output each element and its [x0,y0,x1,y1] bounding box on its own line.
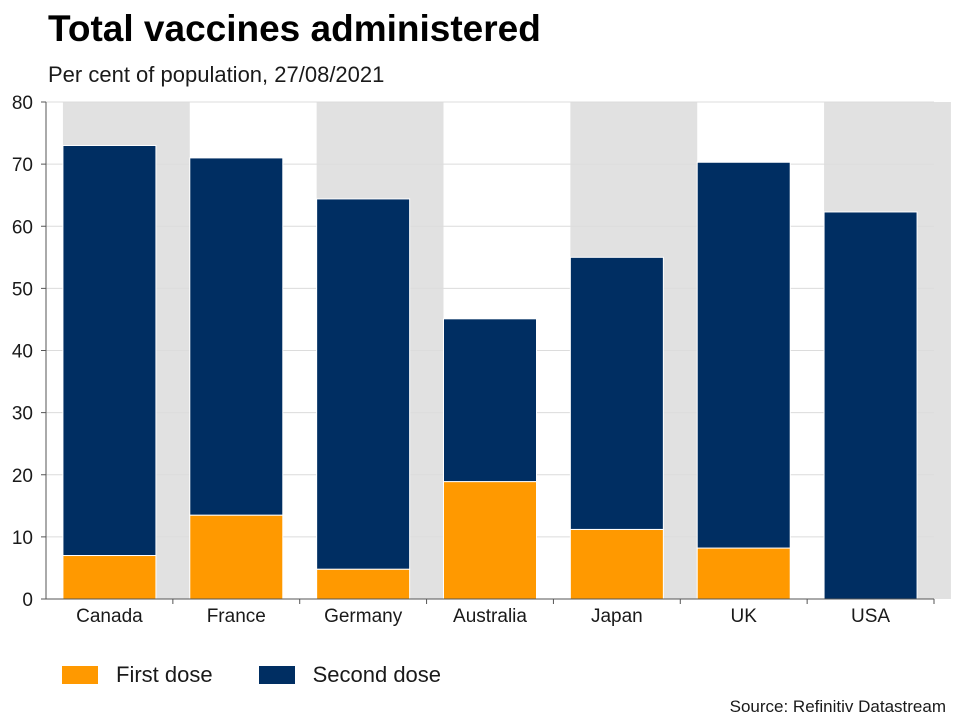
bars [62,144,918,600]
bar-australia-first-dose [443,481,537,600]
chart-subtitle: Per cent of population, 27/08/2021 [48,62,385,87]
y-tick-label-60: 60 [12,217,33,238]
bar-germany-first-dose [316,568,411,600]
axes [41,101,935,604]
bar-germany-second-dose [316,198,411,570]
legend-label-first-dose: First dose [116,662,213,687]
y-tick-labels: 0 10 20 30 40 50 60 70 80 [12,93,33,611]
bar-chart: 0 10 20 30 40 50 60 70 80 Canada France Germany Aus… [12,93,951,627]
x-tick-label-uk: UK [731,606,758,627]
bar-australia-second-dose [443,318,537,483]
y-tick-label-0: 0 [22,590,33,611]
chart-title: Total vaccines administered [48,8,541,49]
legend-swatch-first-dose [62,666,98,684]
bar-japan-first-dose [569,528,664,600]
y-tick-label-80: 80 [12,93,33,114]
legend-swatch-second-dose [258,666,295,684]
bar-usa-second-dose [823,211,918,600]
bar-uk-first-dose [696,547,791,600]
x-tick-label-japan: Japan [591,606,643,627]
bar-uk-second-dose [696,161,791,549]
legend-label-second-dose: Second dose [312,662,442,687]
bar-france-first-dose [189,514,284,600]
y-tick-label-30: 30 [12,404,33,425]
legend: First dose Second dose [62,662,487,688]
y-tick-label-70: 70 [12,155,33,176]
x-tick-label-canada: Canada [76,606,143,627]
bar-canada-first-dose [62,555,157,600]
source-note: Source: Refinitiv Datastream [729,697,946,716]
x-tick-label-germany: Germany [324,606,403,627]
y-tick-label-10: 10 [12,528,33,549]
bar-japan-second-dose [569,256,664,530]
legend-item-first-dose: First dose [62,662,213,688]
legend-item-second-dose: Second dose [258,662,442,688]
y-tick-label-20: 20 [12,466,33,487]
x-tick-label-australia: Australia [453,606,527,627]
x-tick-label-france: France [207,606,266,627]
x-tick-labels: Canada France Germany Australia Japan UK USA [76,606,890,627]
y-tick-label-40: 40 [12,342,33,363]
y-tick-label-50: 50 [12,279,33,300]
bar-france-second-dose [189,157,284,516]
bar-canada-second-dose [62,144,157,557]
x-tick-label-usa: USA [851,606,890,627]
